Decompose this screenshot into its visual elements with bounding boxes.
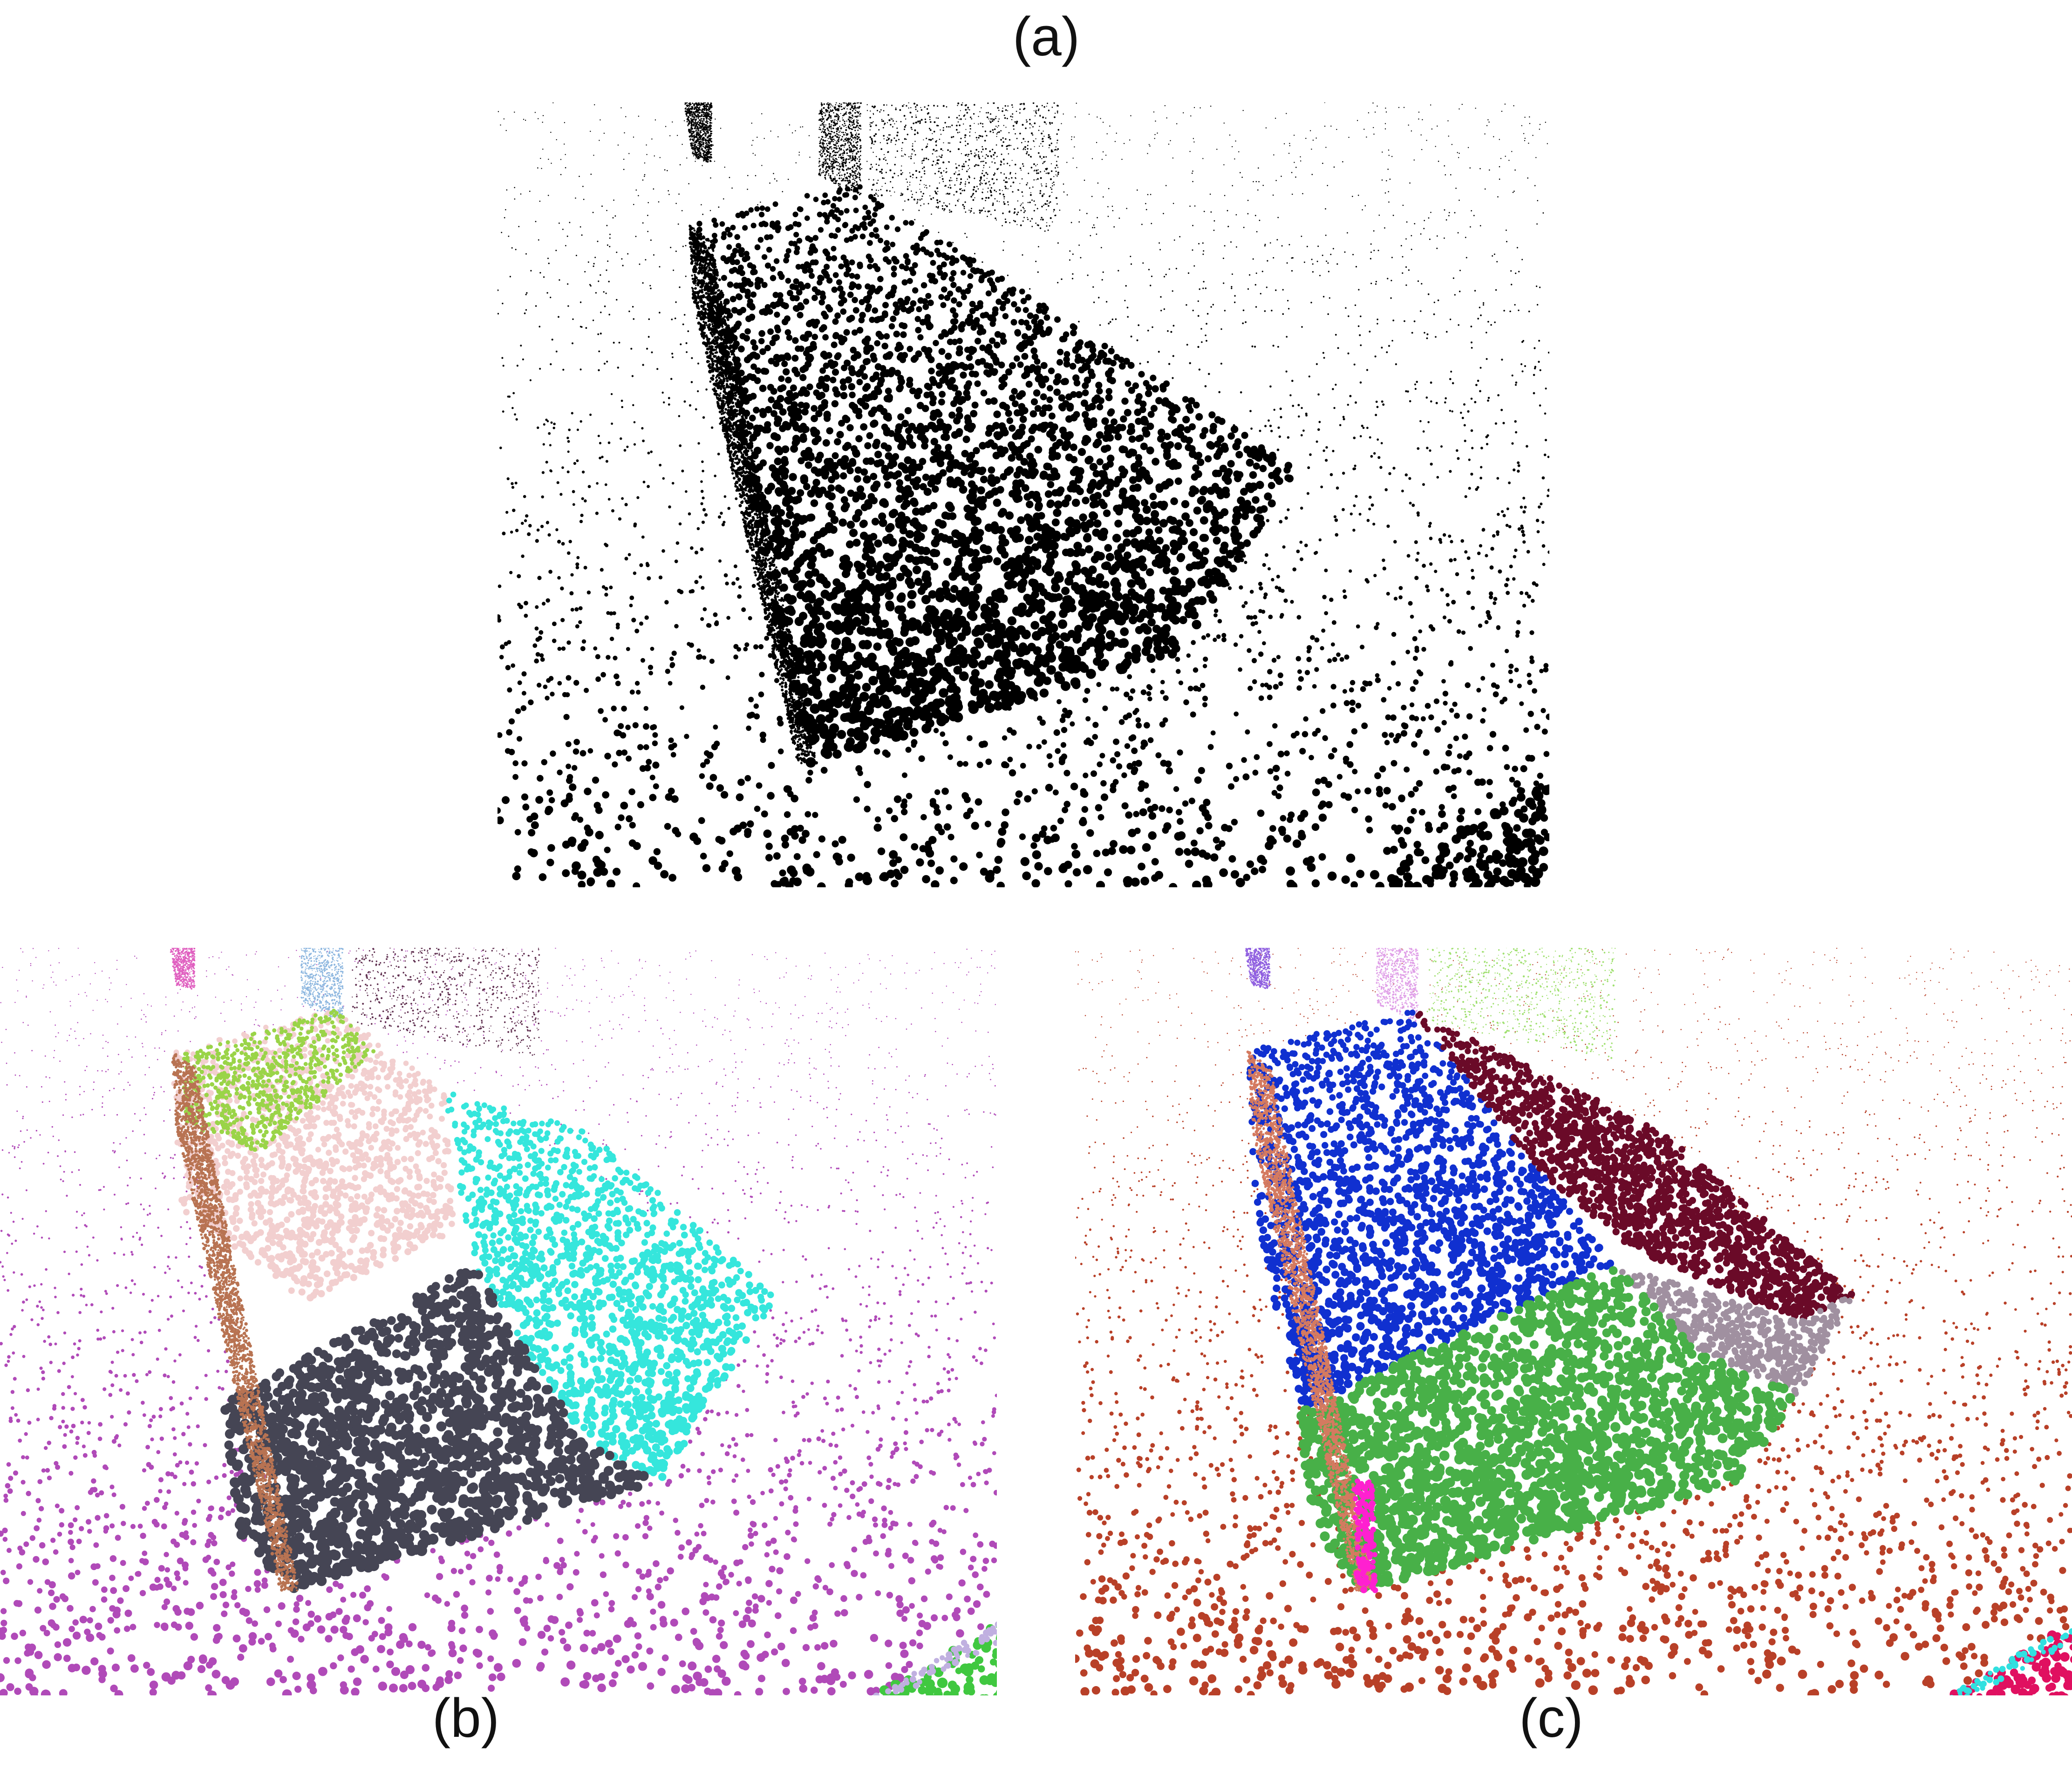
segmentation-panel-c bbox=[1075, 948, 2072, 1695]
box-points bbox=[690, 184, 1294, 768]
wall-points-2 bbox=[818, 102, 862, 196]
box-top-right-points bbox=[1415, 1011, 1855, 1322]
box-front-green-points bbox=[1296, 1266, 1795, 1593]
floor-points bbox=[498, 102, 1549, 887]
floor-points bbox=[0, 948, 997, 1695]
wall-points-2 bbox=[300, 948, 344, 1022]
corner-object-edge-points bbox=[1950, 1628, 2072, 1695]
wall-points-1 bbox=[1245, 948, 1271, 989]
caption-a: (a) bbox=[1013, 9, 1080, 64]
box-side-points bbox=[688, 224, 818, 765]
caption-c: (c) bbox=[1519, 1691, 1583, 1746]
point-cloud-b bbox=[0, 948, 997, 1695]
box-side-points bbox=[171, 1053, 299, 1592]
floor-points bbox=[1075, 948, 2072, 1695]
corner-object-points bbox=[1375, 783, 1549, 887]
wall-points-1 bbox=[170, 948, 196, 990]
point-cloud-panel-a bbox=[498, 102, 1549, 887]
box-top-right-points bbox=[445, 1091, 774, 1481]
box-front-dark-points bbox=[220, 1268, 649, 1593]
box-side-edge-points bbox=[1351, 1478, 1378, 1593]
wall-points-3 bbox=[1426, 948, 1616, 1059]
wall-points-3 bbox=[869, 102, 1060, 231]
caption-b: (b) bbox=[432, 1691, 499, 1746]
corner-object-edge-points bbox=[873, 1621, 997, 1695]
point-cloud-c bbox=[1075, 948, 2072, 1695]
wall-points-3 bbox=[352, 948, 540, 1056]
point-cloud-a bbox=[498, 102, 1549, 887]
segmentation-panel-b bbox=[0, 948, 997, 1695]
wall-points-1 bbox=[684, 102, 713, 163]
